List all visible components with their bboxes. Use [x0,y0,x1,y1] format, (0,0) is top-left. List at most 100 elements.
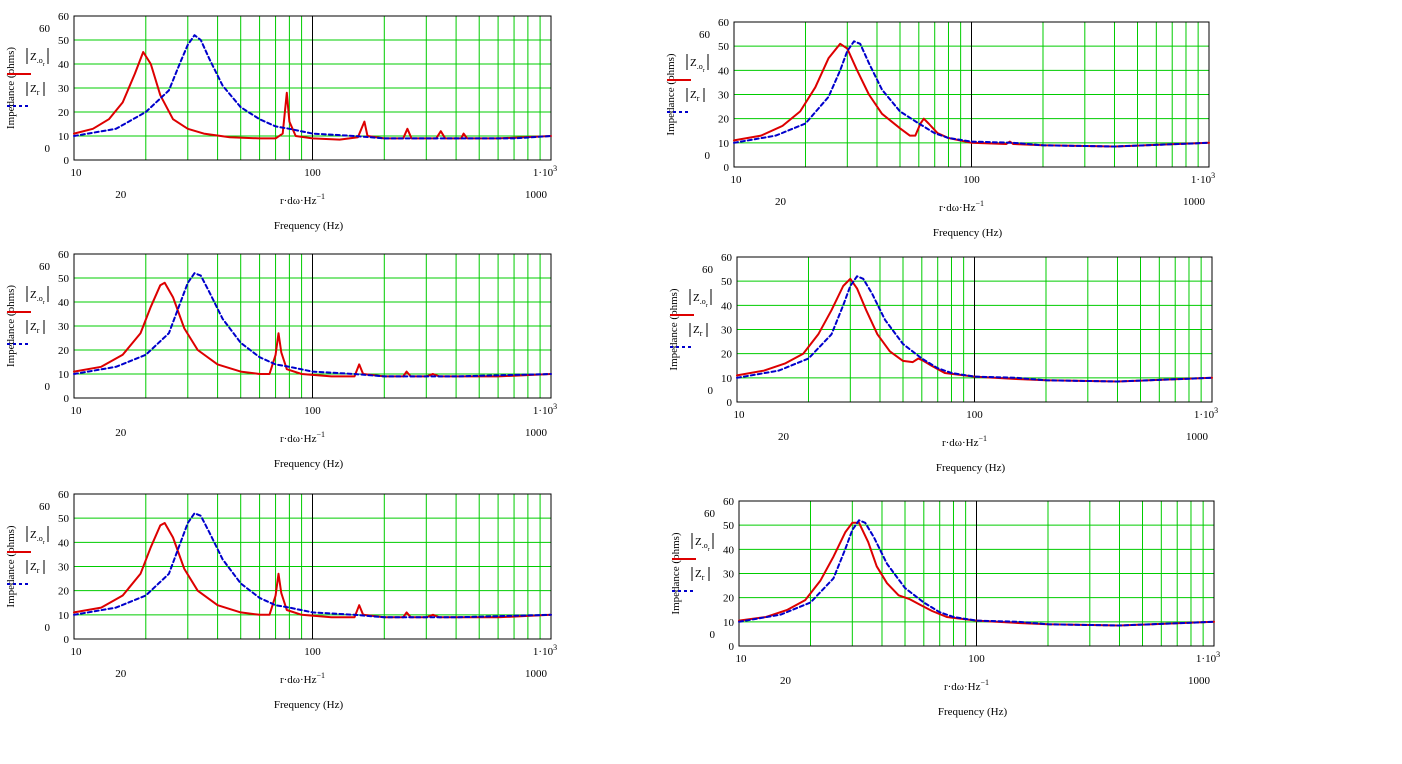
xtick-label: 10 [734,409,746,421]
xtick-label: 1·103 [1194,406,1218,421]
ytick-label: 20 [721,349,733,361]
x-expression-exp: −1 [317,192,326,201]
legend-z-or: Z.or [30,289,45,306]
xtick-label-minor: 20 [115,427,127,439]
xtick-label: 1·103 [533,164,557,179]
ytick-label: 40 [58,537,70,549]
x-expression-exp: −1 [317,430,326,439]
ytick-label: 60 [718,17,730,29]
xtick-label: 100 [304,646,321,658]
ytick-label: 10 [58,610,70,622]
y-axis-label: Impedance (ohms) [670,532,682,614]
ytick-label: 0 [727,397,733,409]
ytick-label-extra: 60 [699,29,711,41]
legend-sub: r [708,547,710,553]
legend-z-or: Z.or [30,51,45,68]
x-expression: r·dω·Hz−1 [942,434,987,449]
ytick-label: 30 [58,321,70,333]
xtick-label-minor: 1000 [1188,675,1211,687]
legend-sub: .o [700,297,706,306]
ytick-label: 10 [721,373,733,385]
xtick-label-minor: 1000 [525,189,548,201]
ytick-label: 60 [58,249,70,261]
series-Z_r [73,272,552,378]
ytick-label: 50 [58,35,70,47]
xtick-label: 100 [968,653,985,665]
x-axis-label: Frequency (Hz) [274,458,344,470]
legend-sub: r [37,88,40,97]
xtick-label: 10 [736,653,748,665]
legend-z-r: Zr [30,321,40,335]
ytick-label: 10 [58,369,70,381]
ytick-label-extra: 0 [45,381,51,393]
legend-z-or: Z.or [693,292,708,309]
legend-sub: r [43,300,45,306]
ytick-label: 40 [58,297,70,309]
legend-sub: .o [697,62,703,71]
legend-sub: .o [37,534,43,543]
xtick-label: 10 [731,174,743,186]
ytick-label: 60 [58,11,70,23]
x-axis-label: Frequency (Hz) [933,227,1003,239]
x-expression-exp: −1 [979,434,988,443]
plot-frame [733,21,1210,168]
x-expression-exp: −1 [981,678,990,687]
ytick-label: 60 [58,489,70,501]
ytick-label-extra: 60 [704,508,716,520]
ytick-label-extra: 0 [708,385,714,397]
legend-sub: r [703,68,705,74]
legend-z-r: Zr [30,561,40,575]
ytick-label: 10 [723,617,735,629]
ytick-label: 50 [58,273,70,285]
ytick-label-extra: 0 [45,143,51,155]
ytick-label-extra: 0 [45,622,51,634]
legend-z-or: Z.or [695,536,710,553]
ytick-label: 20 [718,114,730,126]
series-Z_r [736,275,1213,383]
series-Z_r [73,34,552,140]
xtick-label: 100 [304,167,321,179]
ytick-label: 0 [729,641,735,653]
legend-sub: r [43,62,45,68]
ytick-label: 30 [723,569,735,581]
legend-sub: r [702,573,705,582]
ytick-label-extra: 0 [705,150,711,162]
legend-z-r: Zr [690,89,700,103]
xtick-label: 100 [963,174,980,186]
y-axis-label: Impedance (ohms) [5,285,17,367]
xtick-label-minor: 1000 [525,668,548,680]
y-axis-label: Impedance (ohms) [5,525,17,607]
ytick-label-extra: 0 [710,629,716,641]
ytick-label: 60 [723,496,735,508]
xtick-label-minor: 20 [780,675,792,687]
ytick-label: 0 [724,162,730,174]
legend-sub: .o [37,294,43,303]
ytick-label: 40 [723,544,735,556]
legend: Z.or Zr [7,286,49,345]
xtick-label-minor: 20 [778,431,790,443]
ytick-label: 30 [58,83,70,95]
ytick-label: 40 [721,300,733,312]
series-Z_o_r [738,521,1215,627]
xtick-label: 10 [71,646,83,658]
plot-frame [736,256,1213,403]
series-Z_r [733,40,1210,148]
xtick-label-minor: 1000 [1183,196,1206,208]
y-axis-label: Impedance (ohms) [665,53,677,135]
ytick-label: 10 [58,131,70,143]
ytick-label: 20 [723,593,735,605]
y-axis-label: Impedance (ohms) [668,288,680,370]
xtick-exp: 3 [1216,650,1220,659]
series-Z_o_r [73,51,552,141]
legend-sub: r [37,566,40,575]
x-expression: r·dω·Hz−1 [280,192,325,207]
xtick-exp: 3 [1214,406,1218,415]
legend-z-r: Zr [30,83,40,97]
series-Z_r [73,512,552,619]
legend-z-or: Z.or [690,57,705,74]
xtick-label: 100 [304,405,321,417]
legend-sub: r [37,326,40,335]
